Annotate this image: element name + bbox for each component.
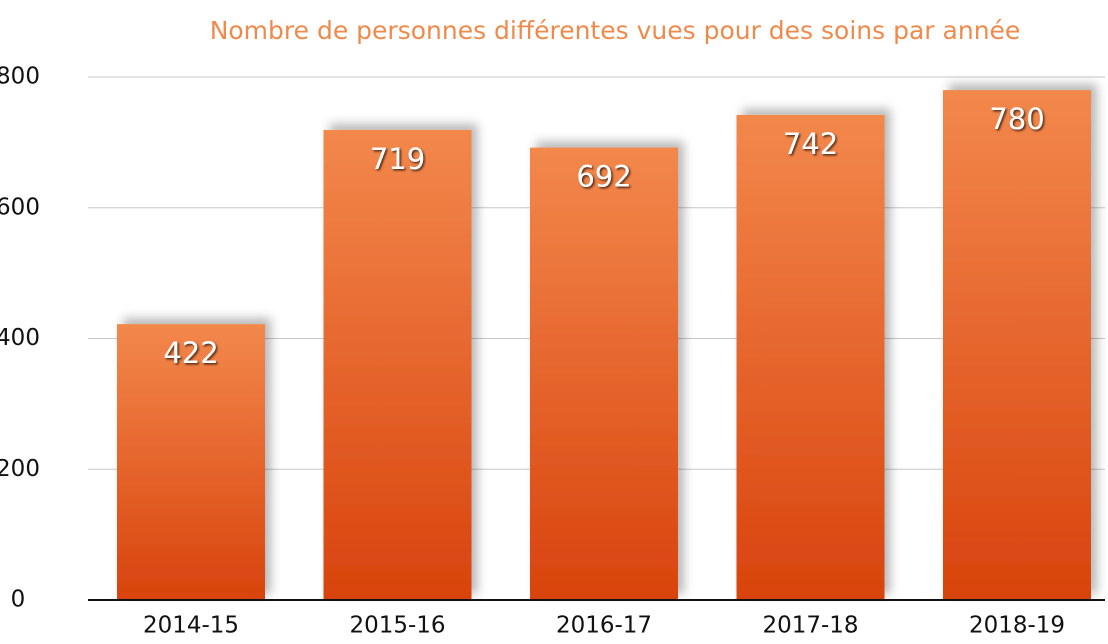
value-label: 692 [576, 160, 631, 194]
bar [323, 129, 472, 601]
x-tick-label: 2018-19 [969, 613, 1065, 639]
bar [530, 147, 678, 601]
y-tick-label: 800 [0, 64, 40, 90]
bar [736, 114, 885, 600]
y-tick-label: 600 [0, 194, 40, 220]
value-label: 780 [989, 102, 1044, 136]
x-tick-label: 2015-16 [349, 613, 445, 639]
x-tick-label: 2014-15 [143, 613, 239, 639]
value-label: 719 [370, 142, 425, 176]
y-tick-label: 400 [0, 325, 40, 351]
x-tick-label: 2017-18 [762, 613, 858, 639]
bar [943, 90, 1091, 600]
value-label: 422 [163, 336, 218, 370]
chart-title: Nombre de personnes différentes vues pou… [210, 16, 1021, 45]
y-tick-label: 200 [0, 456, 40, 482]
y-tick-label: 0 [11, 587, 26, 613]
value-label: 742 [783, 127, 838, 161]
bar [117, 324, 265, 600]
x-tick-label: 2016-17 [556, 613, 652, 639]
